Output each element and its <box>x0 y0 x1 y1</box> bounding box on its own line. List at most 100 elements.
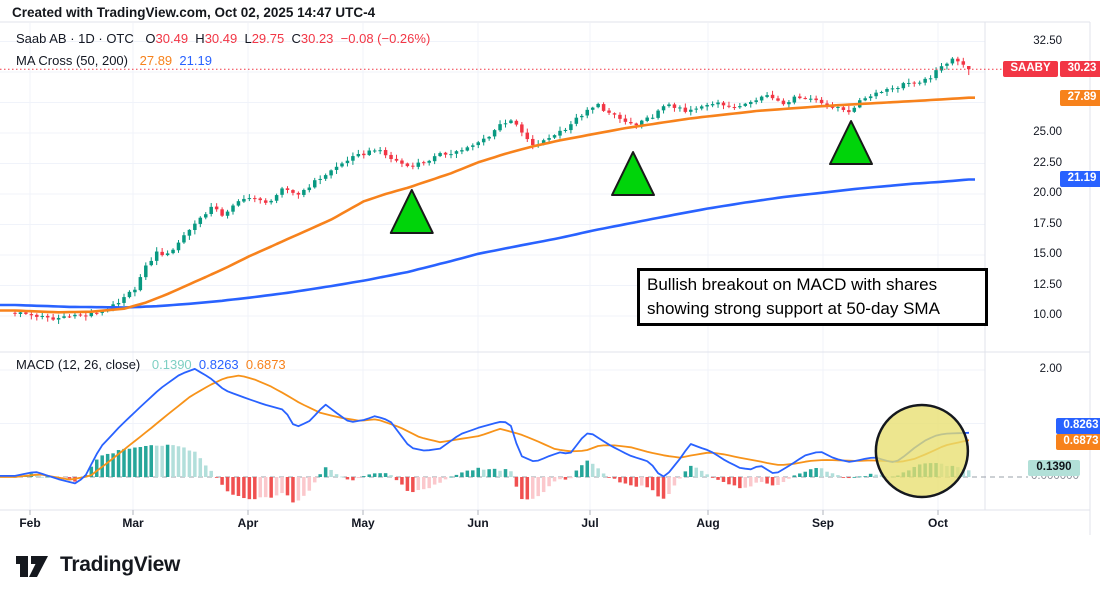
macd-histogram-bar <box>694 467 698 477</box>
candle-body <box>274 195 279 201</box>
macd-histogram-bar <box>111 453 115 477</box>
symbol-badge: SAABY <box>1003 61 1058 77</box>
macd-histogram-bar <box>863 476 867 477</box>
candle-body <box>187 229 192 236</box>
candle-body <box>967 66 971 70</box>
candle-body <box>705 104 709 107</box>
candle-body <box>476 142 480 146</box>
macd-histogram-bar <box>765 477 769 484</box>
candle-body <box>285 188 290 190</box>
macd-histogram-bar <box>601 473 606 477</box>
macd-histogram-bar <box>351 477 355 481</box>
candle-body <box>640 120 644 126</box>
macd-legend: MACD (12, 26, close) 0.1390 0.8263 0.687… <box>16 357 286 372</box>
macd-histogram-bar <box>296 477 301 501</box>
macd-histogram-bar <box>514 477 519 487</box>
candle-body <box>781 100 786 105</box>
macd-histogram-bar <box>193 451 197 477</box>
macd-histogram-bar <box>661 477 666 499</box>
open-label: O <box>145 31 156 46</box>
candle-body <box>612 113 617 115</box>
month-label: Feb <box>19 516 41 530</box>
tradingview-logo[interactable]: TradingView <box>14 550 180 580</box>
macd-histogram-bar <box>471 470 475 477</box>
ma-cross-legend: MA Cross (50, 200) 27.89 21.19 <box>16 53 212 68</box>
price-axis-tick-label: 22.50 <box>1033 156 1062 169</box>
candle-body <box>683 107 688 112</box>
candle-body <box>787 102 791 105</box>
macd-histogram-bar <box>133 447 137 477</box>
candle-body <box>656 110 660 118</box>
candle-body <box>503 123 508 125</box>
candle-body <box>710 104 715 106</box>
candle-body <box>220 209 224 216</box>
candle-body <box>405 163 410 167</box>
macd-histogram-bar <box>209 470 213 477</box>
candle-body <box>759 96 764 101</box>
candle-body <box>367 150 371 155</box>
tradingview-logo-icon <box>16 556 48 577</box>
ma50-value: 27.89 <box>139 53 173 68</box>
macd-histogram-bar <box>280 477 284 494</box>
candle-body <box>547 138 551 140</box>
candle-body <box>629 122 633 124</box>
low-label: L <box>244 31 252 46</box>
candle-body <box>334 166 339 170</box>
candle-body <box>803 98 807 100</box>
candle-body <box>590 107 595 110</box>
candle-body <box>323 175 328 179</box>
candle-body <box>165 253 170 256</box>
macd-histogram-bar <box>416 477 421 491</box>
macd-histogram-bar <box>590 463 595 477</box>
annotation-line1: Bullish breakout on MACD with shares <box>647 275 938 294</box>
candle-body <box>182 235 186 243</box>
macd-histogram-bar <box>525 477 530 500</box>
macd-histogram-bar <box>645 477 649 488</box>
macd-hist-value: 0.1390 <box>151 357 192 372</box>
macd-histogram-bar <box>623 477 628 484</box>
candle-body <box>917 82 922 84</box>
candle-body <box>819 99 824 104</box>
macd-histogram-bar <box>214 477 219 478</box>
macd-histogram-bar <box>847 477 851 479</box>
candle-body <box>449 154 453 156</box>
breakout-triangle-marker <box>611 151 656 197</box>
month-label: Oct <box>927 516 948 530</box>
candle-body <box>896 88 900 90</box>
macd-crossover-highlight-circle <box>874 403 970 499</box>
macd-histogram-bar <box>122 448 126 477</box>
candle-body <box>171 249 175 254</box>
price-axis-tick-label: 12.50 <box>1033 278 1062 291</box>
high-value: 30.49 <box>204 31 238 46</box>
macd-histogram-bar <box>422 477 426 490</box>
macd-histogram-bar <box>858 476 862 478</box>
macd-histogram-bar <box>770 477 775 486</box>
macd-histogram-bar <box>356 477 361 479</box>
macd-histogram-bar <box>165 444 170 477</box>
candle-body <box>291 190 295 193</box>
macd-histogram-bar <box>967 470 971 477</box>
macd-histogram-bar <box>62 477 66 479</box>
candle-body <box>13 312 17 314</box>
macd-histogram-bar <box>291 477 295 503</box>
open-value: 30.49 <box>155 31 189 46</box>
macd-histogram-bar <box>699 470 704 477</box>
candle-body <box>443 152 448 155</box>
macd-histogram-bar <box>40 476 44 478</box>
candle-body <box>721 102 726 106</box>
candle-body <box>193 223 197 231</box>
candle-body <box>56 317 61 320</box>
macd-histogram-bar <box>438 477 442 483</box>
macd-signal-value: 0.6873 <box>245 357 286 372</box>
candle-body <box>116 302 121 305</box>
macd-histogram-bar <box>154 445 159 477</box>
macd-histogram-bar <box>187 450 192 477</box>
macd-histogram-bar <box>738 477 742 489</box>
month-label: Mar <box>122 516 144 530</box>
macd-histogram-bar <box>492 468 497 477</box>
candle-body <box>509 120 513 124</box>
macd-histogram-bar <box>618 477 622 483</box>
macd-histogram-bar <box>105 453 110 477</box>
candle-body <box>552 135 557 138</box>
